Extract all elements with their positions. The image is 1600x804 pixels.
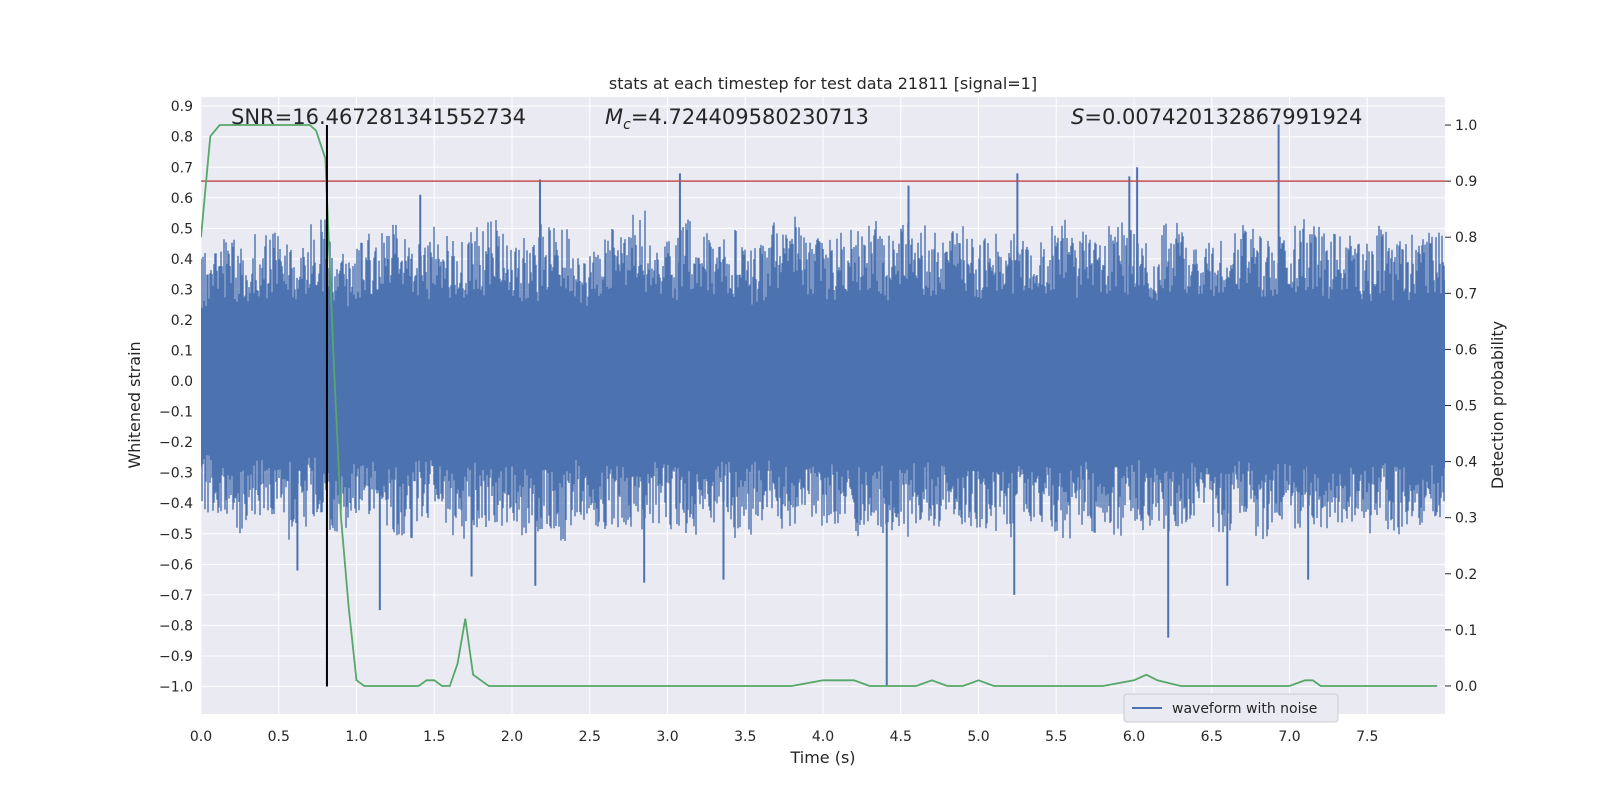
x-tick-label: 7.0 <box>1278 729 1300 745</box>
waveform-trace <box>201 210 1445 541</box>
x-tick-label: 1.0 <box>345 729 367 745</box>
y-tick-label: −0.1 <box>159 405 193 421</box>
y2-tick-label: 0.8 <box>1455 230 1477 246</box>
y-tick-label: −0.6 <box>159 557 193 573</box>
x-tick-label: 0.5 <box>268 729 290 745</box>
y-tick-label: 0.7 <box>171 160 193 176</box>
y-tick-labels: 0.9 0.8 0.7 0.6 0.5 0.4 0.3 0.2 0.1 0.0 −0.1 −0.2 −0… <box>159 99 193 695</box>
overlay-lines <box>201 124 1445 687</box>
x-tick-label: 0.0 <box>190 729 212 745</box>
legend-box <box>1123 693 1339 723</box>
waveform-series <box>201 124 1445 687</box>
x-tick-label: 3.0 <box>656 729 678 745</box>
legend-label-waveform: waveform with noise <box>1172 701 1317 717</box>
y2-tick-label: 1.0 <box>1455 118 1477 134</box>
x-tick-label: 2.5 <box>579 729 601 745</box>
legend: waveform with noise <box>1123 693 1339 723</box>
chart-title: stats at each timestep for test data 218… <box>609 74 1037 93</box>
y-tick-label: 0.2 <box>171 313 193 329</box>
y2-tick-label: 0.9 <box>1455 174 1477 190</box>
s-annotation: S=0.007420132867991924 <box>1071 105 1362 129</box>
y-tick-label: −0.9 <box>159 649 193 665</box>
y2-axis-label: Detection probability <box>1488 321 1507 489</box>
detection-probability-line <box>201 124 1438 687</box>
y2-tick-label: 0.2 <box>1455 567 1477 583</box>
y-tick-label: −0.5 <box>159 527 193 543</box>
x-tick-label: 7.5 <box>1356 729 1378 745</box>
x-tick-label: 5.0 <box>967 729 989 745</box>
y-tick-label: 0.9 <box>171 99 193 115</box>
y2-tick-label: 0.4 <box>1455 455 1477 471</box>
x-tick-label: 2.0 <box>501 729 523 745</box>
y2-tick-label: 0.6 <box>1455 342 1477 358</box>
x-tick-label: 4.5 <box>890 729 912 745</box>
x-tick-label: 1.5 <box>423 729 445 745</box>
x-tick-label: 4.0 <box>812 729 834 745</box>
y-tick-label: −0.8 <box>159 618 193 634</box>
x-tick-label: 6.5 <box>1201 729 1223 745</box>
chirp-mass-annotation: Mc=4.724409580230713 <box>605 105 869 133</box>
y-tick-label: 0.4 <box>171 252 193 268</box>
y-tick-label: 0.8 <box>171 130 193 146</box>
y2-tick-label: 0.7 <box>1455 286 1477 302</box>
y2-tick-label: 0.1 <box>1455 623 1477 639</box>
y2-tick-label: 0.5 <box>1455 399 1477 415</box>
y-tick-label: 0.3 <box>171 282 193 298</box>
y-tick-label: 0.5 <box>171 221 193 237</box>
y-tick-label: 0.6 <box>171 191 193 207</box>
y-tick-label: −0.2 <box>159 435 193 451</box>
snr-annotation: SNR=16.467281341552734 <box>231 105 526 129</box>
y-tick-label: −0.3 <box>159 466 193 482</box>
y-tick-label: 0.0 <box>171 374 193 390</box>
x-tick-label: 3.5 <box>734 729 756 745</box>
x-tick-labels: 0.0 0.5 1.0 1.5 2.0 2.5 3.0 3.5 4.0 4.5 5.0 5.5 6.0 6… <box>190 729 1379 745</box>
y-tick-label: −0.7 <box>159 588 193 604</box>
y-axis-label: Whitened strain <box>125 341 144 468</box>
y2-tick-labels: 1.0 0.9 0.8 0.7 0.6 0.5 0.4 0.3 0.2 0.1 0.0 <box>1445 118 1477 695</box>
x-tick-label: 6.0 <box>1123 729 1145 745</box>
x-axis-label: Time (s) <box>789 748 855 767</box>
y2-tick-label: 0.3 <box>1455 511 1477 527</box>
y2-tick-label: 0.0 <box>1455 679 1477 695</box>
y-tick-label: −0.4 <box>159 496 193 512</box>
y-tick-label: 0.1 <box>171 344 193 360</box>
y-tick-label: −1.0 <box>159 680 193 696</box>
x-tick-label: 5.5 <box>1045 729 1067 745</box>
